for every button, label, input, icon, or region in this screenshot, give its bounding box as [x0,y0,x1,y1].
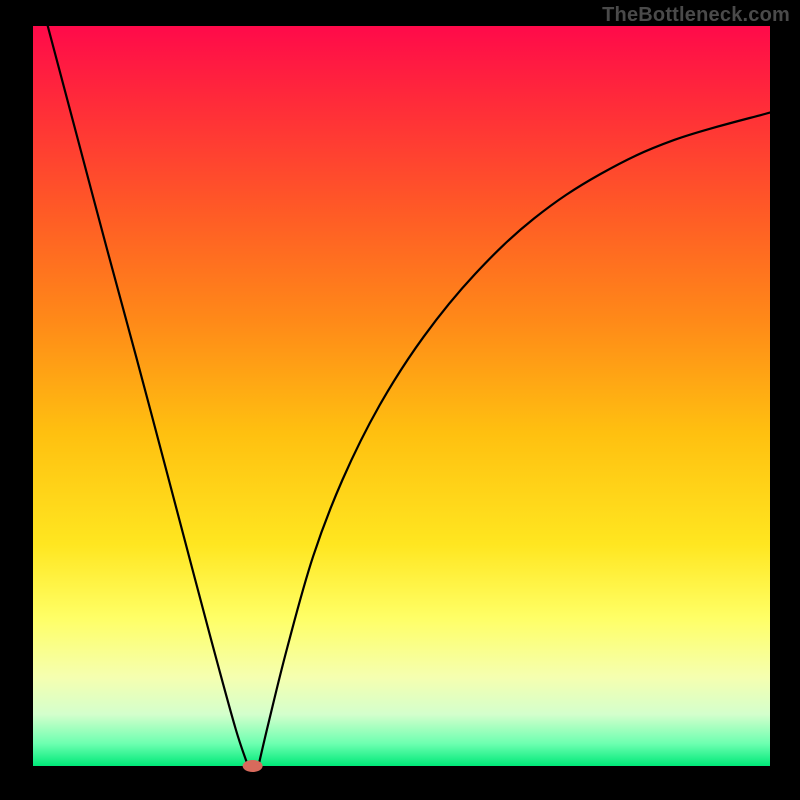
chart-frame: TheBottleneck.com [0,0,800,800]
plot-background [33,26,770,766]
valley-marker [243,760,263,772]
watermark-text: TheBottleneck.com [602,4,790,27]
bottleneck-chart [0,0,800,800]
